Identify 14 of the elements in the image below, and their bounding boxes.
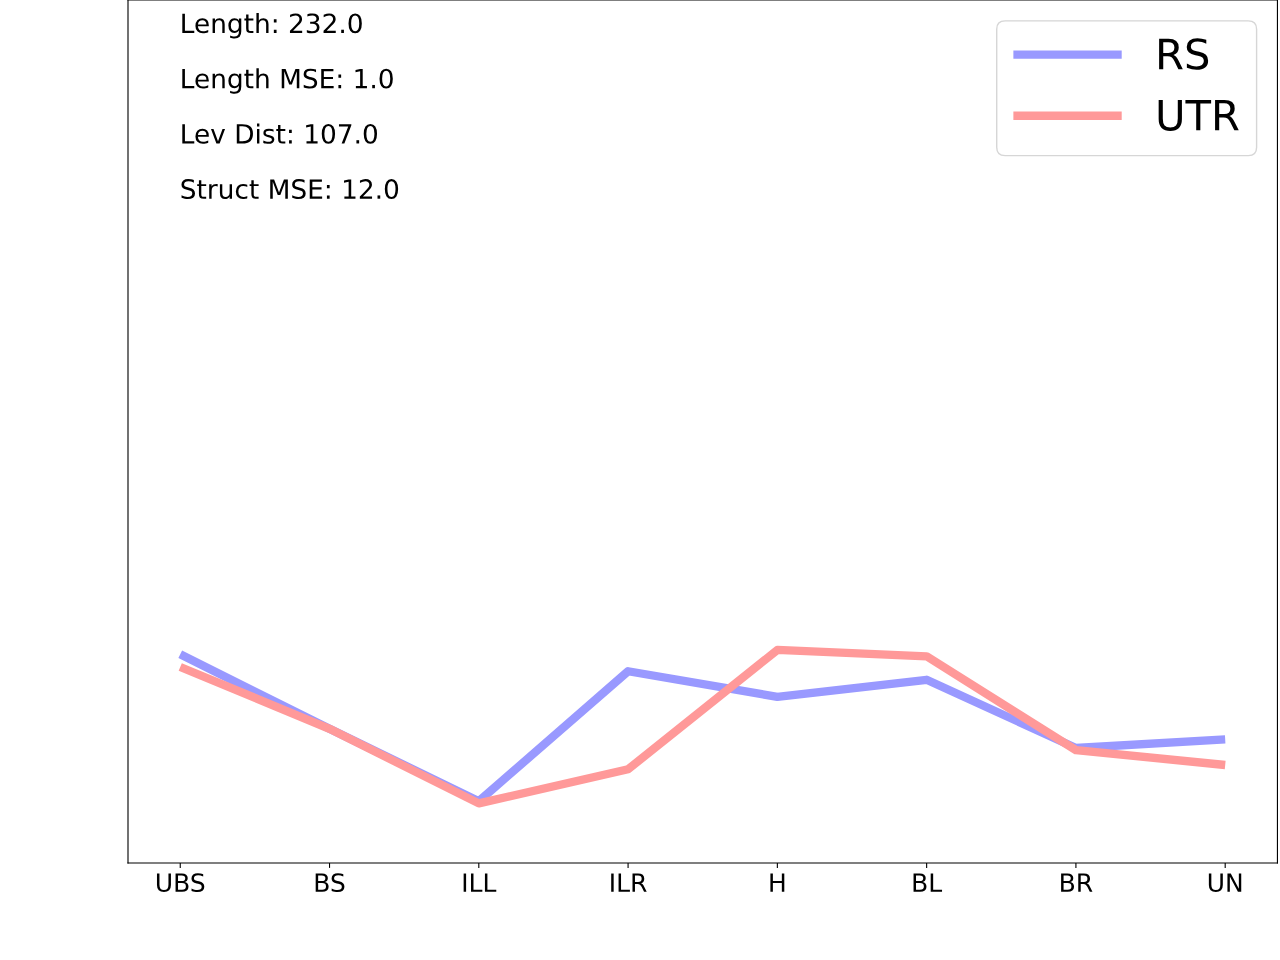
x-tick-label: ILR (611, 873, 647, 892)
x-tick-label: ILL (463, 873, 497, 892)
text: Length: 232.0 (182, 12, 362, 39)
x-tick-label: H (770, 873, 785, 892)
legend-label: RS (1159, 38, 1209, 70)
text: Struct MSE: 12.0 (181, 179, 399, 200)
x-tick-label: UBS (156, 873, 205, 893)
text: Lev Dist: 107.0 (182, 123, 378, 144)
x-tick-label: UN (1208, 873, 1242, 893)
text: Length MSE: 1.0 (182, 68, 393, 94)
x-tick-label: BL (913, 873, 943, 892)
x-tick-label: BR (1061, 873, 1093, 892)
x-tick-label: BS (315, 873, 345, 893)
legend-label: UTR (1158, 99, 1239, 131)
